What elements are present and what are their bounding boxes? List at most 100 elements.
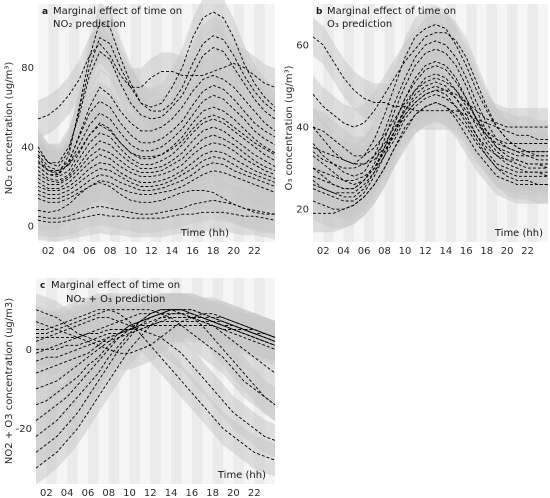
hour-band [139,278,151,484]
series-line-13 [35,317,276,441]
confidence-band [36,293,275,390]
y-tick-label: 20 [296,205,309,216]
series-line-9 [36,325,276,338]
panel-c-no2-o3: 02 04 06 08 10 12 14 16 18 20 22 -20 0 c Marginal ef… [4,278,276,498]
x-tick-label: 16 [186,246,199,257]
x-tick-label: 12 [145,246,158,257]
series-line-9 [37,118,276,181]
series-line-10 [312,93,548,194]
x-tick-label: 16 [460,246,473,257]
series-line-12 [36,309,276,461]
x-tick-label: 06 [82,488,95,498]
series-line-4 [37,74,276,176]
panel-c-title-line1: Marginal effect of time on [51,280,180,291]
confidence-band [313,83,548,233]
series-line-16 [37,170,276,203]
series-line-14 [312,65,548,186]
hour-band [119,278,130,484]
series-line-15 [36,309,276,406]
series-line-0 [37,11,276,176]
series-line-9 [312,81,549,190]
x-tick-label: 20 [501,246,514,257]
y-tick-label: 60 [296,41,309,52]
series-line-14 [35,309,276,406]
confidence-band [38,24,275,139]
confidence-band [38,193,275,242]
x-tick-label: 04 [337,246,350,257]
y-tick-label: 0 [26,345,32,356]
confidence-band [36,293,275,422]
series-line-10 [37,126,276,183]
series-line-1 [312,32,548,153]
x-tick-label: 08 [378,246,391,257]
series-line-8 [37,114,276,172]
x-tick-label: 02 [42,246,55,257]
x-tick-label: 04 [63,246,76,257]
series-line-19 [37,211,276,223]
series-line-8 [312,89,548,181]
series-line-2 [35,309,276,437]
confidence-band [313,71,548,184]
panel-b-title-line1: Marginal effect of time on [327,6,456,17]
series-line-3 [37,43,276,120]
x-tick-label: 06 [83,246,96,257]
panel-b-ylabel: O₃ concentration (ug/m³) [284,65,295,190]
x-tick-label: 14 [439,246,452,257]
x-tick-label: 02 [317,246,330,257]
series-line-7 [35,317,276,362]
series-line-0 [312,36,548,140]
series-line-6 [37,94,276,174]
x-tick-label: 14 [165,488,178,498]
series-line-7 [37,106,276,178]
series-line-12 [37,142,276,189]
x-tick-label: 18 [480,246,493,257]
x-tick-label: 06 [358,246,371,257]
series-line-6 [312,73,548,202]
series-line-1 [37,35,276,168]
x-tick-label: 10 [123,488,136,498]
series-line-5 [37,84,276,172]
x-tick-label: 16 [186,488,199,498]
hour-band [223,278,234,484]
x-tick-label: 04 [61,488,74,498]
panel-a-ylabel: NO₂ concentration (ug/m³) [4,62,15,195]
series-line-1 [35,309,276,453]
series-line-7 [312,85,548,169]
series-line-2 [37,47,276,164]
y-tick-label: -20 [16,424,32,435]
hour-band [58,4,69,242]
series-line-10 [35,313,276,354]
x-tick-label: 18 [206,488,219,498]
x-tick-label: 22 [248,246,261,257]
x-tick-label: 14 [166,246,179,257]
x-tick-label: 12 [144,488,157,498]
x-tick-label: 18 [207,246,220,257]
panel-a-title-line1: Marginal effect of time on [53,6,182,17]
series-line-14 [37,156,276,195]
panel-a-label: a [42,7,48,17]
series-line-11 [35,309,276,374]
panel-c-plot-area: 02 04 06 08 10 12 14 16 18 20 22 -20 0 [16,278,276,498]
series-line-8 [36,321,276,350]
series-line-12 [313,102,548,214]
x-tick-label: 10 [399,246,412,257]
x-tick-label: 08 [104,246,117,257]
x-tick-label: 22 [248,488,261,498]
panel-a-no2: 02 04 06 08 10 12 14 16 18 20 22 0 40 80 a Marginal e… [4,0,276,257]
y-tick-label: 40 [296,123,309,134]
series-line-18 [37,199,276,219]
x-tick-label: 20 [227,246,240,257]
panel-a-plot-area: 02 04 06 08 10 12 14 16 18 20 22 0 40 80 [21,0,276,257]
series-line-5 [35,309,276,390]
series-line-0 [35,313,276,469]
series-line-11 [37,134,276,185]
y-tick-label: 0 [28,222,34,233]
y-tick-label: 40 [21,142,34,153]
series-line-2 [312,24,548,165]
panel-a-title-line2: NO₂ prediction [53,19,126,30]
panel-b-label: b [316,7,323,17]
panel-b-xlabel: Time (hh) [494,228,543,239]
x-tick-label: 12 [419,246,432,257]
hour-band [160,278,172,484]
